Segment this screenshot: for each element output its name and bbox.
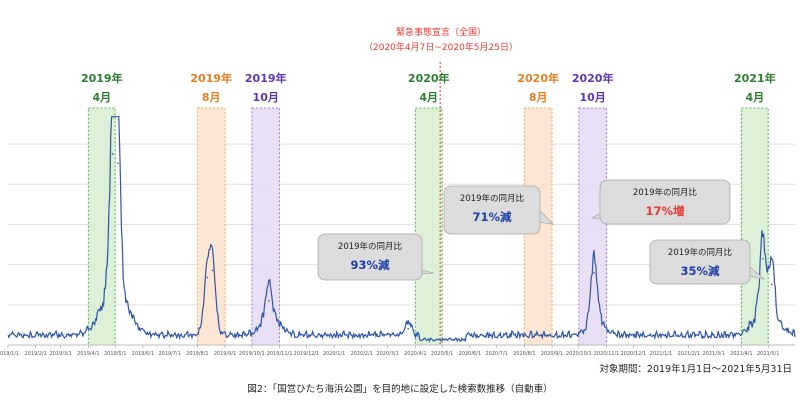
figure-caption: 図2：「国営ひたち海浜公園」を目的地に設定した検索数推移（自動車）: [247, 383, 552, 395]
x-tick-label: 2020/9/1: [541, 351, 563, 357]
callout-label: 2019年の同月比: [460, 193, 524, 204]
x-tick-label: 2020/6/1: [459, 351, 481, 357]
x-tick-label: 2021/2/1: [677, 351, 699, 357]
x-tick-label: 2020/11/1: [594, 351, 620, 357]
callout-box: [649, 239, 751, 285]
highlight-year-label: 2020年: [517, 71, 559, 85]
peak-point: [211, 269, 214, 272]
x-tick-label: 2019/2/1: [24, 351, 46, 357]
highlight-year-label: 2020年: [572, 71, 614, 85]
highlight-year-label: 2019年: [81, 71, 123, 85]
x-tick-label: 2019/1/1: [0, 351, 19, 357]
x-tick-label: 2020/8/1: [513, 351, 535, 357]
emergency-period: （2020年4月7日~2020年5月25日）: [364, 41, 518, 53]
peak-point: [770, 283, 773, 286]
callout-box: [443, 185, 541, 235]
highlight-band: [196, 107, 226, 346]
x-tick-label: 2019/4/1: [77, 351, 99, 357]
callout-value: 17%増: [645, 204, 684, 218]
x-tick-label: 2021/4/1: [730, 351, 752, 357]
callout-value: 71%減: [472, 210, 512, 224]
callout-box: [317, 233, 423, 281]
x-tick-label: 2020/1/1: [323, 351, 345, 357]
highlight-year-label: 2020年: [408, 71, 450, 85]
highlight-month-label: 4月: [745, 91, 764, 104]
x-tick-label: 2021/3/1: [702, 351, 724, 357]
highlight-month-label: 8月: [202, 91, 221, 104]
x-tick-label: 2021/1/1: [650, 351, 672, 357]
peak-point: [762, 257, 764, 260]
emergency-title: 緊急事態宣言（全国）: [396, 26, 486, 38]
callout-value: 93%減: [350, 258, 390, 272]
highlight-month-label: 10月: [580, 91, 606, 104]
highlight-band: [251, 107, 281, 346]
highlight-year-label: 2019年: [245, 71, 287, 85]
x-tick-label: 2020/7/1: [485, 351, 507, 357]
x-tick-label: 2020/12/1: [620, 351, 646, 357]
highlight-month-label: 10月: [253, 91, 279, 104]
highlight-month-label: 4月: [92, 91, 111, 104]
callout-label: 2019年の同月比: [668, 247, 732, 258]
highlight-month-label: 4月: [419, 91, 438, 104]
x-tick-label: 2020/3/1: [376, 351, 398, 357]
highlight-band: [414, 107, 443, 346]
x-tick-label: 2019/8/1: [186, 351, 208, 357]
highlight-band: [578, 107, 608, 346]
x-tick-label: 2020/5/1: [431, 351, 453, 357]
peak-point: [407, 327, 409, 330]
period-note: 対象期間：2019年1月1日～2021年5月31日: [599, 363, 792, 375]
x-tick-label: 2020/2/1: [351, 351, 373, 357]
x-tick-label: 2019/5/1: [104, 351, 126, 357]
x-tick-label: 2019/10/1: [239, 351, 265, 357]
x-tick-label: 2019/3/1: [49, 351, 71, 357]
callout-label: 2019年の同月比: [338, 241, 402, 252]
x-tick-label: 2019/7/1: [158, 351, 180, 357]
x-tick-label: 2020/10/1: [566, 351, 592, 357]
x-tick-label: 2019/6/1: [132, 351, 154, 357]
highlight-year-label: 2019年: [190, 71, 232, 85]
x-tick-label: 2020/4/1: [404, 351, 426, 357]
x-tick-label: 2019/11/1: [267, 351, 293, 357]
callout-label: 2019年の同月比: [633, 187, 697, 198]
search-count-line: [7, 116, 796, 343]
callout-box: [599, 179, 731, 225]
highlight-year-label: 2021年: [734, 71, 776, 85]
highlight-band: [740, 107, 769, 346]
peak-point: [117, 162, 119, 165]
x-tick-label: 2019/9/1: [214, 351, 236, 357]
peak-point: [111, 153, 114, 155]
x-tick-label: 2021/5/1: [757, 351, 779, 357]
peak-point: [206, 276, 209, 279]
peak-point: [268, 299, 270, 302]
callout-value: 35%減: [680, 264, 720, 278]
x-tick-label: 2019/12/1: [294, 351, 320, 357]
highlight-month-label: 8月: [529, 91, 548, 104]
peak-point: [593, 271, 595, 274]
